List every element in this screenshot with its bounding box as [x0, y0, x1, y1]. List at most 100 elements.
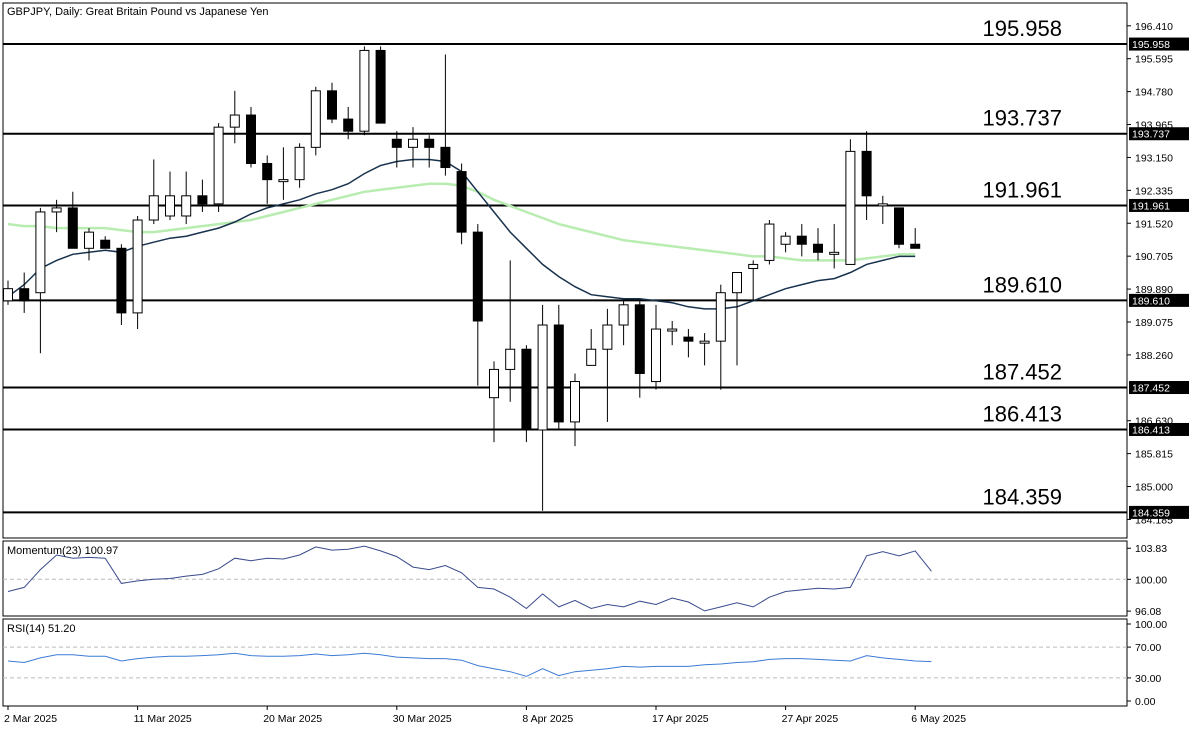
- candle-body: [456, 171, 467, 233]
- candle-body: [440, 146, 451, 169]
- candle: [505, 260, 516, 402]
- candle-body: [116, 247, 127, 314]
- candle-body: [764, 223, 775, 261]
- level-label: 187.452: [982, 360, 1062, 385]
- candle: [408, 127, 418, 168]
- rsi-label: RSI(14) 51.20: [7, 623, 75, 635]
- time-tick-label: 27 Apr 2025: [782, 713, 839, 725]
- candle-body: [521, 348, 532, 431]
- price-tick-label: 195.595: [1135, 54, 1173, 66]
- price-tick-label: 188.260: [1135, 350, 1173, 362]
- candle: [829, 224, 840, 269]
- candle-body: [3, 288, 13, 302]
- level-label: 189.610: [982, 272, 1062, 297]
- time-tick-label: 6 May 2025: [911, 713, 966, 725]
- level-price-tag-label: 189.610: [1132, 295, 1170, 307]
- candle: [84, 228, 94, 261]
- rsi-tick-label: 30.00: [1135, 673, 1161, 685]
- candle-body: [537, 324, 548, 431]
- time-tick-label: 8 Apr 2025: [522, 713, 573, 725]
- candle-body: [748, 263, 759, 269]
- candle-body: [877, 203, 888, 207]
- candle: [3, 280, 13, 305]
- candle-body: [845, 150, 856, 265]
- candle: [359, 46, 370, 136]
- level-price-tag: [1129, 422, 1189, 436]
- candle: [165, 171, 175, 221]
- candle-body: [181, 195, 192, 217]
- rsi-axis: 100.00 70.00 30.00 0.00: [1127, 619, 1167, 708]
- candle: [67, 191, 78, 249]
- level-label: 184.359: [982, 484, 1062, 509]
- candle: [651, 304, 661, 390]
- candle: [521, 345, 532, 443]
- candle: [278, 147, 289, 200]
- candle: [327, 82, 337, 124]
- candle: [813, 228, 823, 261]
- candle-body: [375, 49, 386, 124]
- candle: [440, 54, 451, 176]
- candle-body: [586, 348, 597, 366]
- time-axis: 2 Mar 2025 11 Mar 2025 20 Mar 2025 30 Mar 2…: [4, 706, 966, 725]
- candle-body: [618, 304, 629, 326]
- candle: [602, 308, 613, 422]
- candle: [424, 135, 435, 168]
- level-price-tag-label: 187.452: [1132, 383, 1170, 395]
- candle-body: [213, 126, 224, 205]
- momentum-tick-label: 103.83: [1135, 543, 1167, 555]
- candle: [683, 329, 694, 358]
- candle: [634, 300, 645, 398]
- candle-body: [651, 328, 661, 383]
- level-price-tag-label: 193.737: [1132, 129, 1170, 141]
- level-price-tag-label: 186.413: [1132, 424, 1170, 436]
- price-panel: 195.958 193.737 191.961 189.610 187.452 186.4…: [2, 2, 1128, 539]
- price-tick-label: 192.335: [1135, 185, 1173, 197]
- candle-body: [35, 211, 46, 294]
- candle-body: [424, 138, 435, 148]
- price-tick-label: 190.705: [1135, 251, 1173, 263]
- rsi-tick-label: 70.00: [1135, 642, 1161, 654]
- candle-body: [148, 195, 159, 221]
- candle: [197, 179, 208, 212]
- price-tick-label: 196.410: [1135, 21, 1173, 33]
- momentum-tick-label: 100.00: [1135, 574, 1167, 586]
- candle-body: [602, 324, 613, 350]
- candle: [861, 131, 872, 221]
- candle-body: [310, 90, 321, 148]
- candle: [472, 224, 483, 386]
- candle: [391, 131, 402, 168]
- chart-title: GBPJPY, Daily: Great Britain Pound vs Ja…: [7, 6, 269, 18]
- level-price-tag-label: 195.958: [1132, 39, 1170, 51]
- candle-body: [732, 272, 742, 294]
- momentum-line: [7, 545, 932, 612]
- momentum-axis: 103.83 100.00 96.08: [1127, 543, 1167, 618]
- candle-body: [861, 150, 872, 197]
- price-tick-label: 189.890: [1135, 284, 1173, 296]
- time-tick-label: 11 Mar 2025: [134, 713, 192, 725]
- rsi-line: [7, 652, 932, 677]
- candle: [19, 272, 30, 313]
- price-tick-label: 189.075: [1135, 317, 1173, 329]
- candle: [343, 106, 354, 140]
- candle-body: [489, 368, 499, 399]
- level-price-tag-label: 191.961: [1132, 200, 1170, 212]
- candle-body: [359, 49, 370, 132]
- candle-body: [813, 243, 823, 253]
- momentum-label: Momentum(23) 100.97: [7, 545, 118, 557]
- candle-body: [262, 162, 273, 181]
- candle: [667, 320, 678, 346]
- candle: [796, 224, 807, 257]
- candle: [51, 199, 62, 233]
- candle-body: [229, 114, 240, 128]
- price-tick-label: 193.150: [1135, 152, 1173, 164]
- candle: [553, 304, 564, 430]
- candle: [229, 90, 240, 144]
- level-label: 195.958: [982, 16, 1062, 41]
- candle-body: [780, 235, 791, 245]
- momentum-panel: Momentum(23) 100.97: [2, 540, 1128, 617]
- time-tick-label: 20 Mar 2025: [263, 713, 322, 725]
- price-tick-label: 194.780: [1135, 87, 1173, 99]
- candle: [375, 46, 386, 124]
- level-price-tag: [1129, 293, 1189, 307]
- candle-body: [683, 336, 694, 342]
